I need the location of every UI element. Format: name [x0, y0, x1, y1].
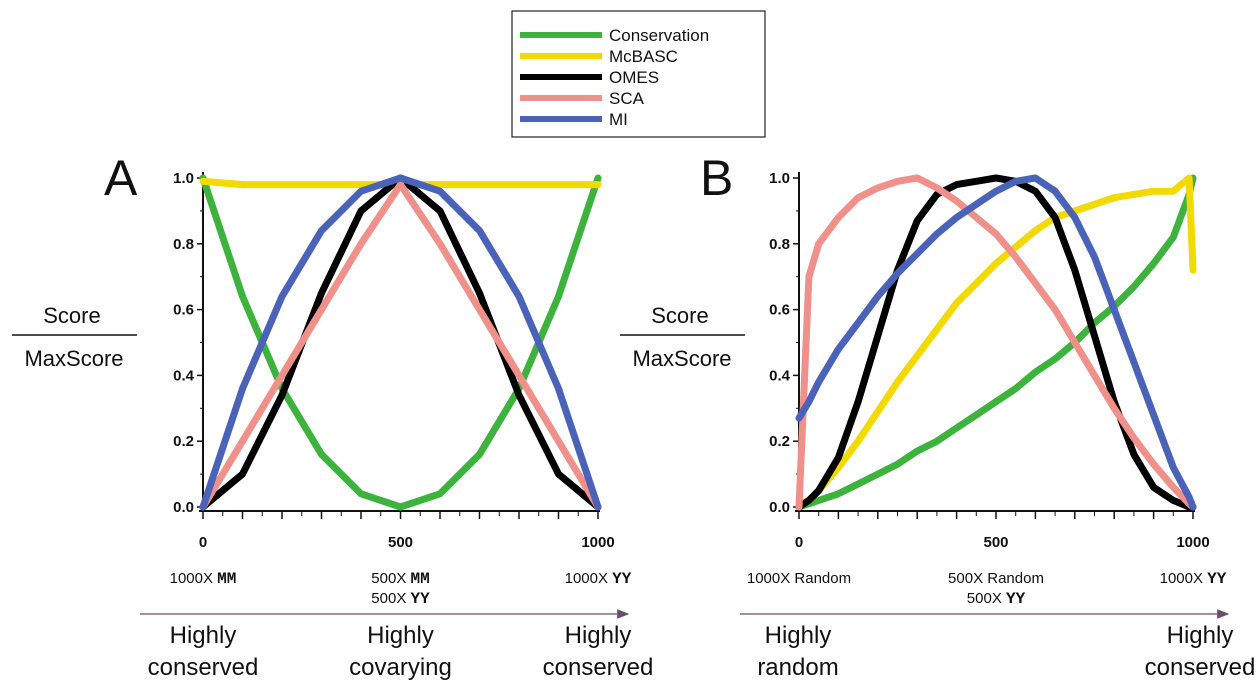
panel-label-b: B — [700, 150, 733, 206]
region-label: Highly — [170, 622, 237, 649]
legend: Conservation McBASC OMES SCA MI — [511, 10, 766, 138]
y-axis-label-a: Score MaxScore — [12, 303, 137, 371]
legend-label-omes: OMES — [609, 68, 659, 87]
series-line-mcbasc — [795, 174, 1197, 508]
y-tick-label: 0.6 — [173, 302, 194, 319]
region-label: Highly — [1167, 622, 1234, 649]
condition-label: 500X YY — [967, 590, 1026, 608]
y-tick-label: 0.8 — [769, 236, 790, 253]
x-tick-label: 1000 — [1176, 534, 1209, 551]
condition-label: 1000X YY — [565, 570, 632, 588]
condition-label: 1000X YY — [1160, 570, 1227, 588]
condition-label: 500X YY — [371, 590, 430, 608]
series-line-sca — [795, 174, 1197, 511]
y-label-numerator: Score — [651, 303, 708, 328]
y-tick-label: 0.8 — [173, 236, 194, 253]
y-tick-label: 0.4 — [173, 367, 195, 384]
condition-label: 500X MM — [371, 570, 429, 588]
condition-label: 1000X Random — [747, 570, 851, 587]
legend-label-sca: SCA — [609, 89, 645, 108]
region-label: Highly — [367, 622, 434, 649]
y-tick-label: 0.0 — [173, 499, 194, 516]
legend-label-mcbasc: McBASC — [609, 47, 678, 66]
panel-label-a: A — [104, 150, 138, 206]
y-label-numerator: Score — [43, 303, 100, 328]
region-label: covarying — [349, 654, 452, 681]
x-tick-label: 500 — [388, 534, 413, 551]
y-tick-label: 0.2 — [173, 433, 194, 450]
x-tick-label: 0 — [199, 534, 207, 551]
y-tick-label: 1.0 — [173, 170, 194, 187]
legend-label-conservation: Conservation — [609, 26, 709, 45]
series-line-omes — [795, 174, 1197, 511]
x-tick-label: 500 — [983, 534, 1008, 551]
chart-panel-b: 0.0 0.2 0.4 0.6 0.8 1.0 0 500 1000 1000X Random 50… — [740, 170, 1255, 681]
y-tick-label: 0.4 — [769, 367, 791, 384]
y-label-denominator: MaxScore — [632, 346, 731, 371]
chart-panel-a: 0.0 0.2 0.4 0.6 0.8 1.0 0 500 1000 1000X MM 500X M… — [140, 170, 653, 681]
region-label: conserved — [543, 654, 654, 681]
series-line-mi — [199, 174, 602, 511]
x-tick-label: 1000 — [581, 534, 614, 551]
series-line-mi — [795, 174, 1197, 511]
series-line-sca — [199, 181, 602, 511]
y-tick-label: 0.6 — [769, 302, 790, 319]
y-label-denominator: MaxScore — [24, 346, 123, 371]
region-label: conserved — [148, 654, 259, 681]
condition-label: 1000X MM — [170, 570, 237, 588]
series-line-conservation — [795, 174, 1197, 511]
region-label: conserved — [1145, 654, 1256, 681]
region-label: Highly — [565, 622, 632, 649]
x-tick-label: 0 — [795, 534, 803, 551]
legend-label-mi: MI — [609, 110, 628, 129]
y-axis-label-b: Score MaxScore — [620, 303, 745, 371]
region-label: Highly — [765, 622, 832, 649]
region-label: random — [757, 654, 838, 681]
condition-label: 500X Random — [948, 570, 1044, 587]
series-line-conservation — [199, 174, 602, 511]
y-tick-label: 0.0 — [769, 499, 790, 516]
y-tick-label: 0.2 — [769, 433, 790, 450]
y-tick-label: 1.0 — [769, 170, 790, 187]
